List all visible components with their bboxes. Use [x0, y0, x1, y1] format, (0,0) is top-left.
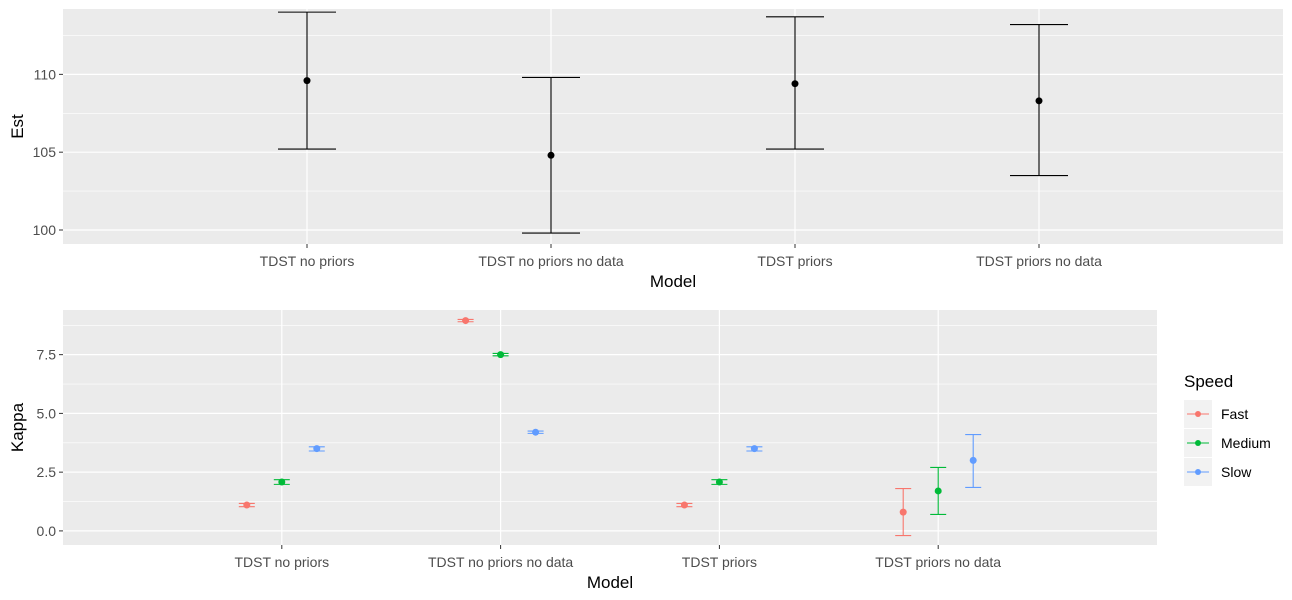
data-point [1035, 97, 1043, 105]
y-tick-label: 110 [34, 66, 57, 82]
x-tick-label: TDST no priors [260, 253, 355, 269]
data-point [278, 478, 286, 486]
y-tick-label: 2.5 [37, 464, 57, 480]
data-point [969, 456, 977, 464]
legend-entry-label: Slow [1221, 464, 1252, 480]
x-tick-label: TDST priors no data [875, 554, 1001, 570]
data-point [497, 351, 505, 359]
y-tick-label: 7.5 [37, 347, 57, 363]
plot-panel [63, 310, 1157, 545]
legend-entry-label: Fast [1221, 406, 1248, 422]
x-tick-label: TDST no priors [234, 554, 329, 570]
data-point [313, 445, 321, 453]
x-tick-label: TDST no priors no data [428, 554, 573, 570]
x-tick-label: TDST priors no data [976, 253, 1102, 269]
data-point [791, 80, 799, 88]
legend-title: Speed [1184, 372, 1233, 391]
plot-panel [63, 9, 1283, 244]
y-tick-label: 0.0 [37, 523, 57, 539]
data-point [934, 487, 942, 495]
y-axis-title: Kappa [8, 402, 27, 452]
data-point [750, 445, 758, 453]
x-tick-label: TDST no priors no data [478, 253, 623, 269]
x-tick-label: TDST priors [757, 253, 832, 269]
legend-key-point [1195, 469, 1201, 475]
legend-key-point [1195, 411, 1201, 417]
y-tick-label: 105 [33, 144, 57, 160]
data-point [715, 478, 723, 486]
legend-key-point [1195, 440, 1201, 446]
kappa-chart: 0.0 2.5 5.0 7.5 TDST no priors TDST no priors… [8, 310, 1271, 592]
x-tick-label: TDST priors [682, 554, 757, 570]
legend-entry-label: Medium [1221, 435, 1271, 451]
x-axis-title: Model [587, 573, 633, 592]
data-point [303, 77, 311, 85]
y-tick-label: 5.0 [37, 405, 57, 421]
x-axis-title: Model [650, 272, 696, 291]
y-axis-title: Est [8, 114, 27, 139]
data-point [899, 508, 907, 516]
data-point [243, 501, 251, 509]
data-point [547, 151, 555, 159]
data-point [462, 317, 470, 325]
est-chart: 100 105 110 TDST no priors TDST no priors no… [8, 9, 1283, 291]
data-point [532, 428, 540, 436]
y-tick-label: 100 [33, 222, 57, 238]
data-point [680, 501, 688, 509]
